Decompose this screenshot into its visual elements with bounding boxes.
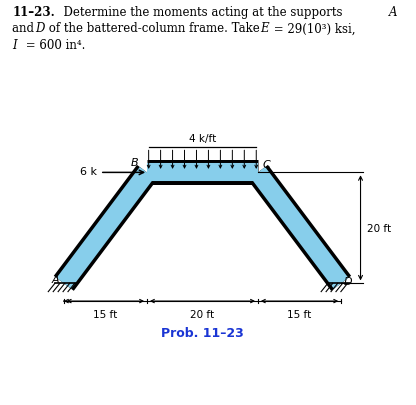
Text: C: C (262, 160, 270, 170)
Text: Prob. 11–23: Prob. 11–23 (161, 326, 244, 339)
Text: E: E (260, 22, 269, 35)
Text: 6 k: 6 k (80, 166, 97, 176)
Text: of the battered-column frame. Take: of the battered-column frame. Take (45, 22, 263, 35)
Text: Determine the moments acting at the supports: Determine the moments acting at the supp… (56, 6, 347, 19)
Text: 11–23.: 11–23. (12, 6, 55, 19)
Text: 4 k/ft: 4 k/ft (189, 134, 216, 144)
Text: = 600 in⁴.: = 600 in⁴. (22, 38, 85, 51)
Text: I: I (12, 38, 17, 51)
Text: D: D (344, 276, 352, 286)
Text: 20 ft: 20 ft (367, 223, 391, 233)
Text: = 29(10³) ksi,: = 29(10³) ksi, (270, 22, 355, 35)
Text: D: D (35, 22, 45, 35)
Text: B: B (131, 158, 139, 167)
Text: and: and (12, 22, 38, 35)
Text: A: A (389, 6, 397, 19)
Text: 15 ft: 15 ft (93, 309, 117, 319)
Text: A: A (52, 274, 59, 284)
Text: 15 ft: 15 ft (287, 309, 312, 319)
Text: 20 ft: 20 ft (191, 309, 215, 319)
